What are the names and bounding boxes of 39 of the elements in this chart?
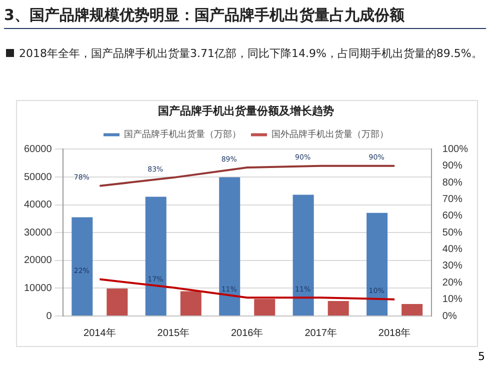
x-tick-label: 2014年 bbox=[84, 326, 116, 339]
y-tick-label: 20000 bbox=[24, 255, 52, 266]
legend-label: 国外品牌手机出货量（万部） bbox=[272, 129, 388, 140]
y-tick-label: 60000 bbox=[24, 144, 52, 155]
bar bbox=[292, 194, 314, 316]
x-tick-label: 2017年 bbox=[304, 326, 337, 339]
y2-tick-label: 10% bbox=[442, 294, 463, 306]
x-tick-label: 2018年 bbox=[378, 326, 411, 339]
bar bbox=[72, 217, 93, 316]
y2-tick-label: 20% bbox=[442, 277, 463, 288]
y2-tick-label: 60% bbox=[442, 210, 463, 222]
chart-title: 国产品牌手机出货量份额及增长趋势 bbox=[158, 104, 334, 118]
bar bbox=[219, 177, 240, 316]
y-tick-label: 30000 bbox=[24, 227, 52, 238]
text: 5 bbox=[478, 350, 485, 363]
bar bbox=[180, 291, 202, 316]
y-tick-label: 0 bbox=[46, 310, 52, 322]
x-tick-label: 2015年 bbox=[157, 326, 190, 339]
bar bbox=[402, 304, 423, 316]
y-tick-label: 10000 bbox=[24, 282, 52, 294]
bar bbox=[254, 299, 276, 316]
bar bbox=[145, 196, 166, 316]
legend-label: 国产品牌手机出货量（万部） bbox=[124, 129, 241, 140]
y2-tick-label: 100% bbox=[442, 144, 468, 155]
text: 2018年全年，国产品牌手机出货量3.71亿部，同比下降14.9%，占同期手机出货量的89.5%。 bbox=[19, 47, 482, 60]
x-tick-label: 2016年 bbox=[230, 326, 264, 339]
y2-tick-label: 40% bbox=[442, 244, 463, 256]
y-tick-label: 50000 bbox=[24, 172, 52, 183]
y2-tick-label: 0% bbox=[442, 310, 457, 322]
text: 3、国产品牌规模优势明显：国产品牌手机出货量占九成份额 bbox=[4, 6, 486, 29]
bar bbox=[328, 300, 349, 316]
y2-tick-label: 80% bbox=[442, 177, 463, 188]
bar bbox=[366, 212, 388, 316]
y2-tick-label: 50% bbox=[442, 227, 463, 238]
y-tick-label: 40000 bbox=[24, 200, 52, 211]
y2-tick-label: 30% bbox=[442, 260, 463, 272]
bar bbox=[106, 288, 128, 316]
y2-tick-label: 90% bbox=[442, 160, 463, 172]
y2-tick-label: 70% bbox=[442, 194, 463, 205]
